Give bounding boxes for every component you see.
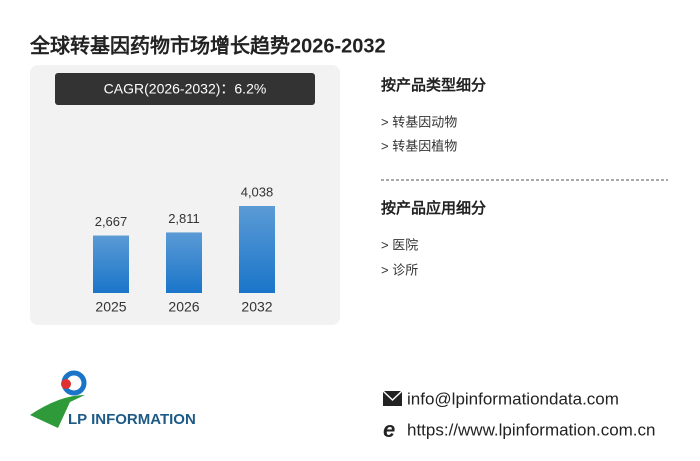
web-icon: e [383, 417, 395, 442]
bar [93, 235, 129, 293]
value-label: 4,038 [241, 184, 274, 199]
x-tick-label: 2032 [241, 299, 272, 315]
segment-heading: 按产品应用细分 [381, 199, 486, 217]
segment-item: > 医院 [381, 237, 418, 252]
bar-chart: 2,667 2025 2,811 2026 4,038 2032 [93, 184, 275, 315]
segment-item: > 转基因动物 [381, 114, 457, 129]
value-label: 2,667 [95, 214, 128, 229]
segment-item: > 诊所 [381, 262, 418, 277]
logo-text: LP INFORMATION [68, 411, 196, 428]
website: https://www.lpinformation.com.cn [407, 420, 655, 439]
logo: LP INFORMATION [30, 370, 196, 428]
email: info@lpinformationdata.com [407, 389, 619, 408]
cagr-label: CAGR(2026-2032)：6.2% [104, 81, 267, 97]
title: 全球转基因药物市场增长趋势2026-2032 [29, 33, 386, 57]
x-tick-label: 2026 [168, 299, 199, 315]
bar [166, 232, 202, 293]
cagr-box [55, 73, 315, 105]
logo-swoosh [30, 395, 85, 428]
segment-heading: 按产品类型细分 [381, 76, 486, 94]
segment-item: > 转基因植物 [381, 138, 457, 153]
value-label: 2,811 [168, 211, 200, 226]
bar [239, 206, 275, 293]
mail-flap [382, 390, 403, 402]
logo-dot [61, 379, 71, 389]
x-tick-label: 2025 [95, 299, 126, 315]
